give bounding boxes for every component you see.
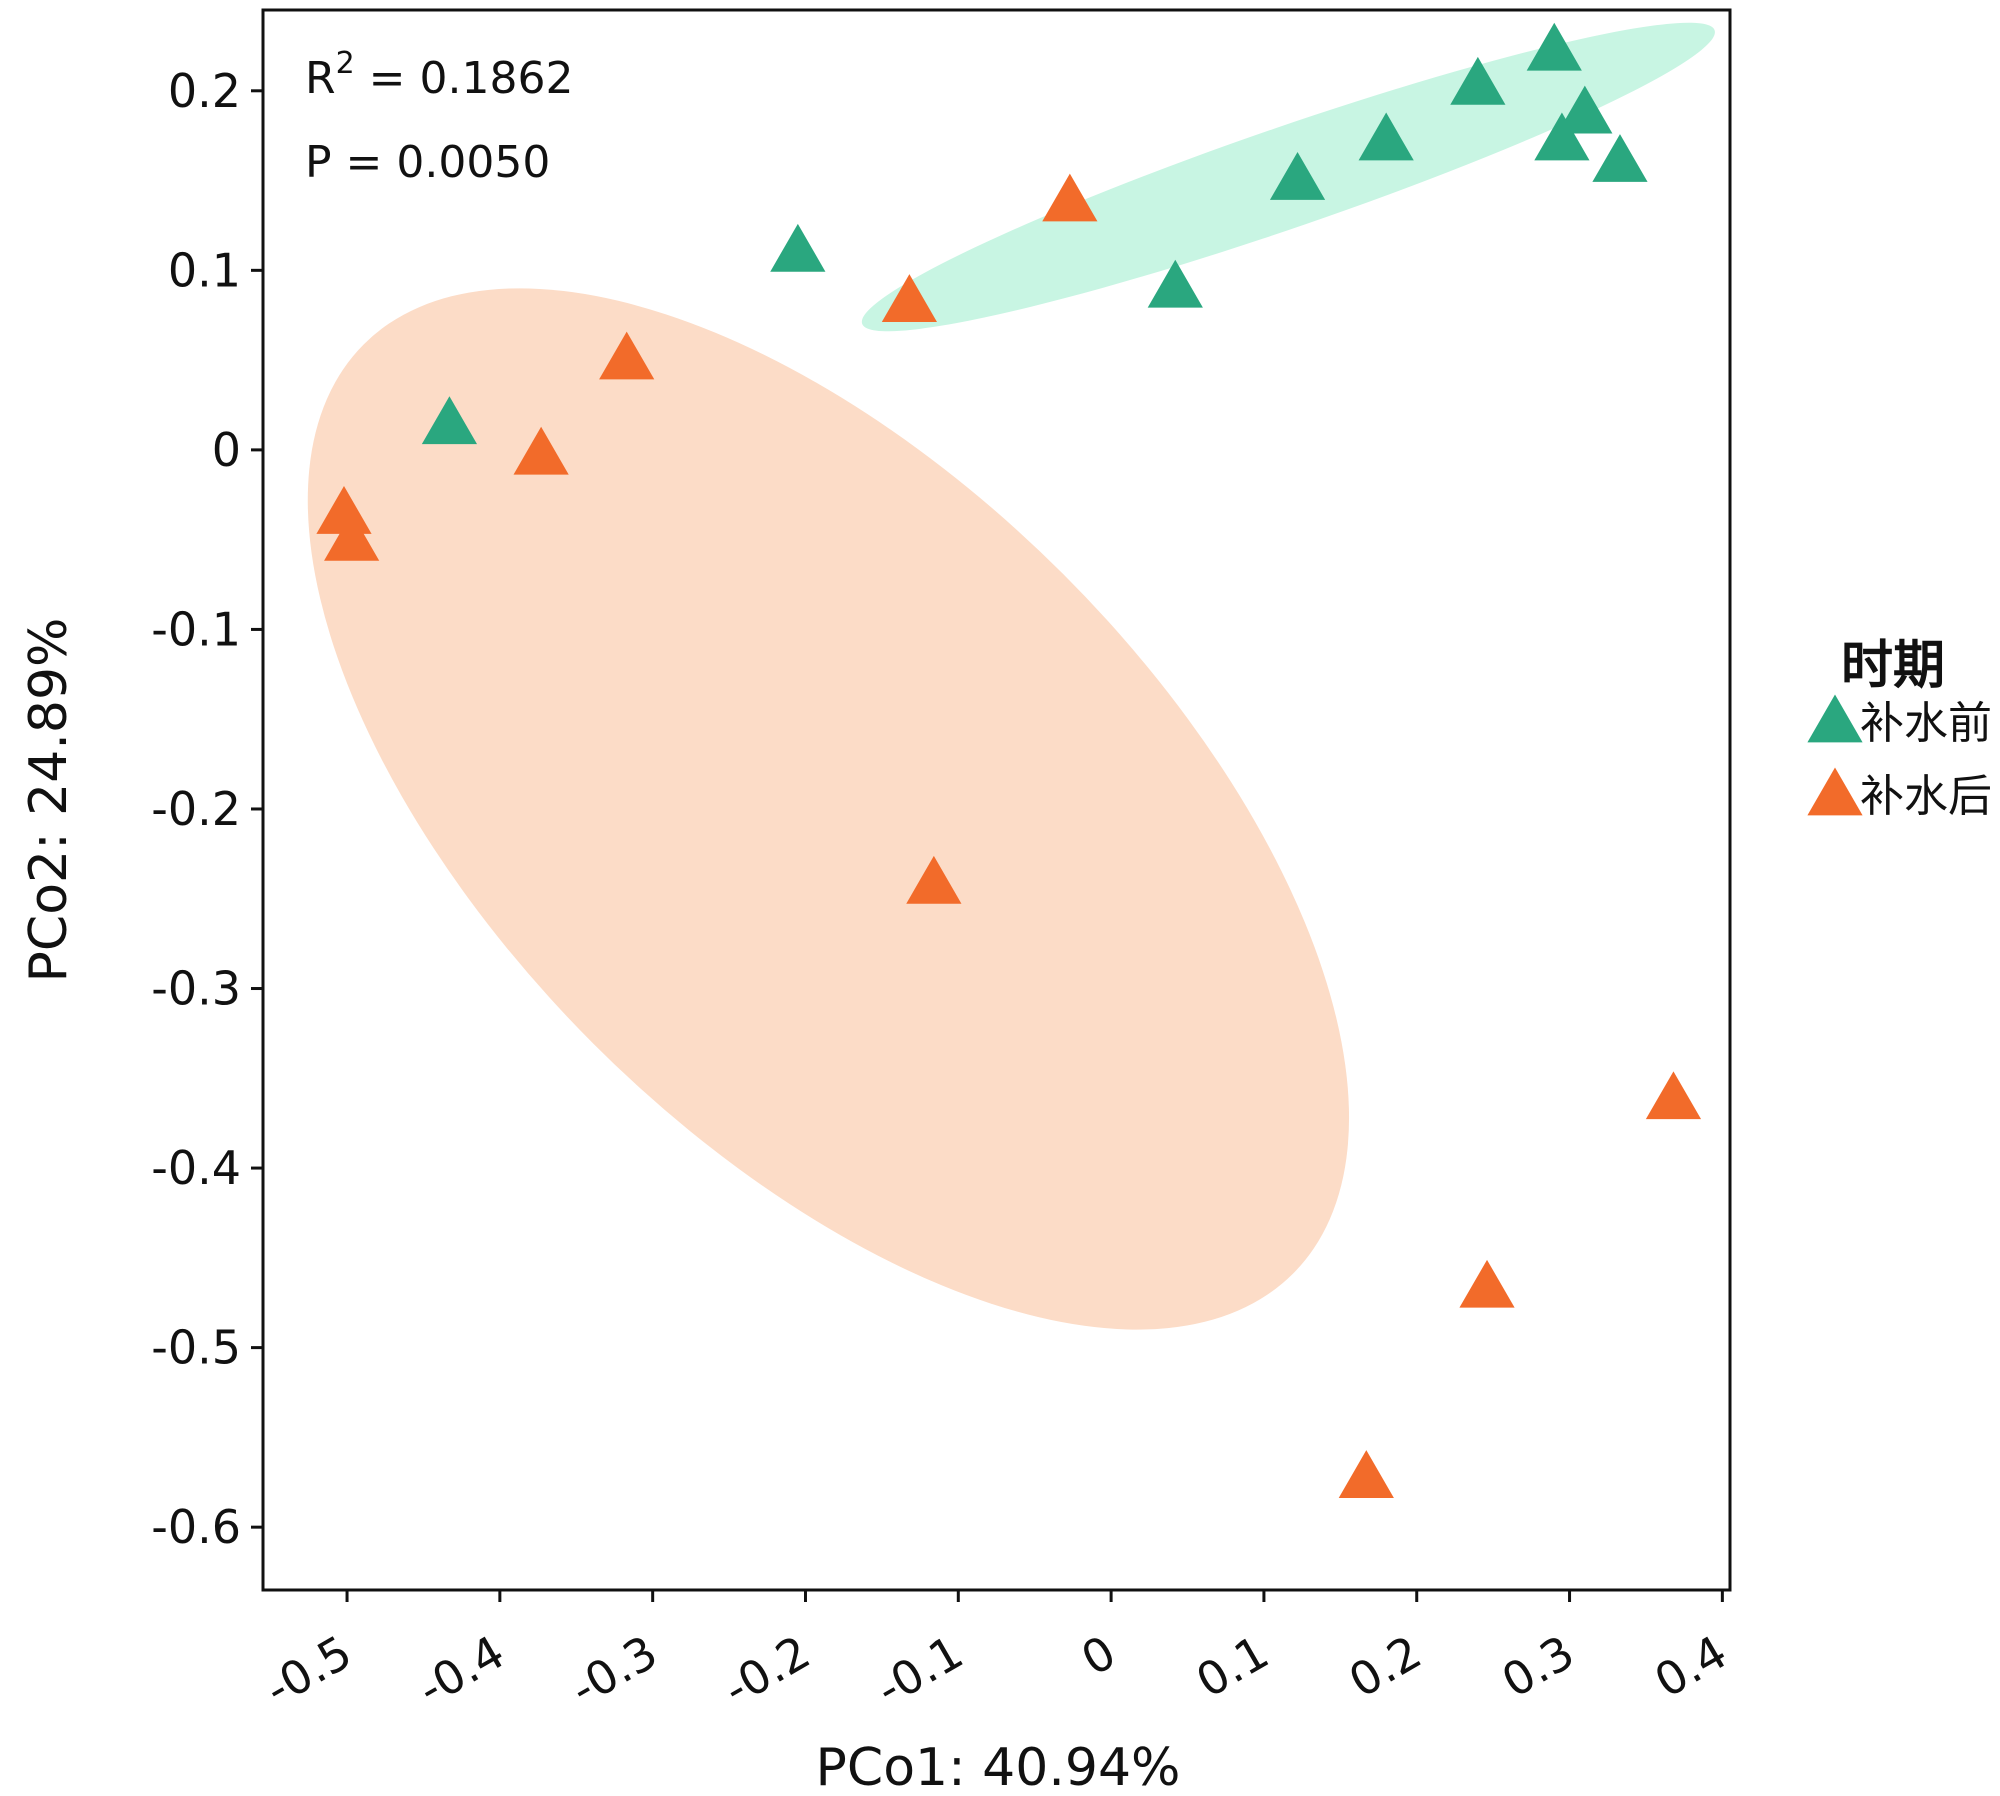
r2-annotation: R2 = 0.1862 bbox=[305, 46, 573, 104]
legend-marker-after-icon bbox=[1807, 767, 1863, 816]
y-tick-label: -0.3 bbox=[151, 962, 241, 1016]
y-tick-label: -0.1 bbox=[151, 602, 241, 656]
plot-frame bbox=[261, 8, 1732, 1592]
x-tick-label: 0.3 bbox=[1493, 1625, 1583, 1708]
legend: 时期 补水前 补水后 bbox=[1807, 636, 1992, 822]
y-tick-label: -0.6 bbox=[151, 1500, 241, 1554]
point-after bbox=[881, 274, 937, 322]
point-after bbox=[1042, 173, 1098, 222]
point-after bbox=[513, 426, 569, 475]
point-before bbox=[1358, 112, 1414, 161]
point-before bbox=[770, 223, 826, 272]
point-before bbox=[1450, 56, 1506, 105]
x-tick-label: -0.5 bbox=[256, 1625, 361, 1717]
x-axis-title: PCo1: 40.94% bbox=[816, 1738, 1181, 1796]
point-before bbox=[421, 396, 478, 445]
y-tick-label: 0 bbox=[212, 423, 241, 477]
y-tick-label: -0.5 bbox=[151, 1321, 241, 1375]
y-tick-label: -0.4 bbox=[151, 1141, 241, 1195]
point-after bbox=[324, 512, 380, 561]
x-tick-label: 0.4 bbox=[1646, 1625, 1736, 1708]
x-tick-label: -0.4 bbox=[409, 1625, 514, 1717]
point-before bbox=[1534, 112, 1590, 161]
x-tick-label: 0.1 bbox=[1187, 1625, 1277, 1708]
x-tick-label: 0.2 bbox=[1340, 1625, 1430, 1708]
legend-marker-before-icon bbox=[1807, 694, 1863, 743]
ellipse-after bbox=[307, 288, 1350, 1330]
point-before bbox=[1269, 152, 1326, 200]
point-before bbox=[1526, 22, 1582, 71]
x-tick-label: -0.3 bbox=[561, 1625, 666, 1717]
point-after bbox=[906, 855, 962, 904]
point-before bbox=[1147, 259, 1203, 308]
data-points bbox=[316, 22, 1702, 1499]
x-tick-label: -0.1 bbox=[867, 1625, 972, 1717]
y-tick-label: 0.1 bbox=[168, 243, 241, 297]
legend-title: 时期 bbox=[1841, 636, 1945, 696]
point-after bbox=[1338, 1450, 1394, 1499]
x-tick-label: -0.2 bbox=[714, 1625, 819, 1717]
p-value-annotation: P = 0.0050 bbox=[305, 137, 550, 188]
point-after bbox=[1459, 1259, 1515, 1308]
point-before bbox=[1557, 85, 1613, 134]
y-axis-title: PCo2: 24.89% bbox=[19, 618, 79, 983]
point-after bbox=[316, 486, 372, 534]
x-tick-label: 0 bbox=[1072, 1625, 1124, 1686]
y-tick-label: 0.2 bbox=[168, 64, 241, 118]
y-tick-label: -0.2 bbox=[151, 782, 241, 836]
legend-label-before: 补水前 bbox=[1860, 698, 1992, 749]
point-before bbox=[1592, 134, 1648, 182]
point-after bbox=[1645, 1071, 1702, 1120]
legend-label-after: 补水后 bbox=[1860, 771, 1992, 822]
point-after bbox=[599, 331, 655, 380]
